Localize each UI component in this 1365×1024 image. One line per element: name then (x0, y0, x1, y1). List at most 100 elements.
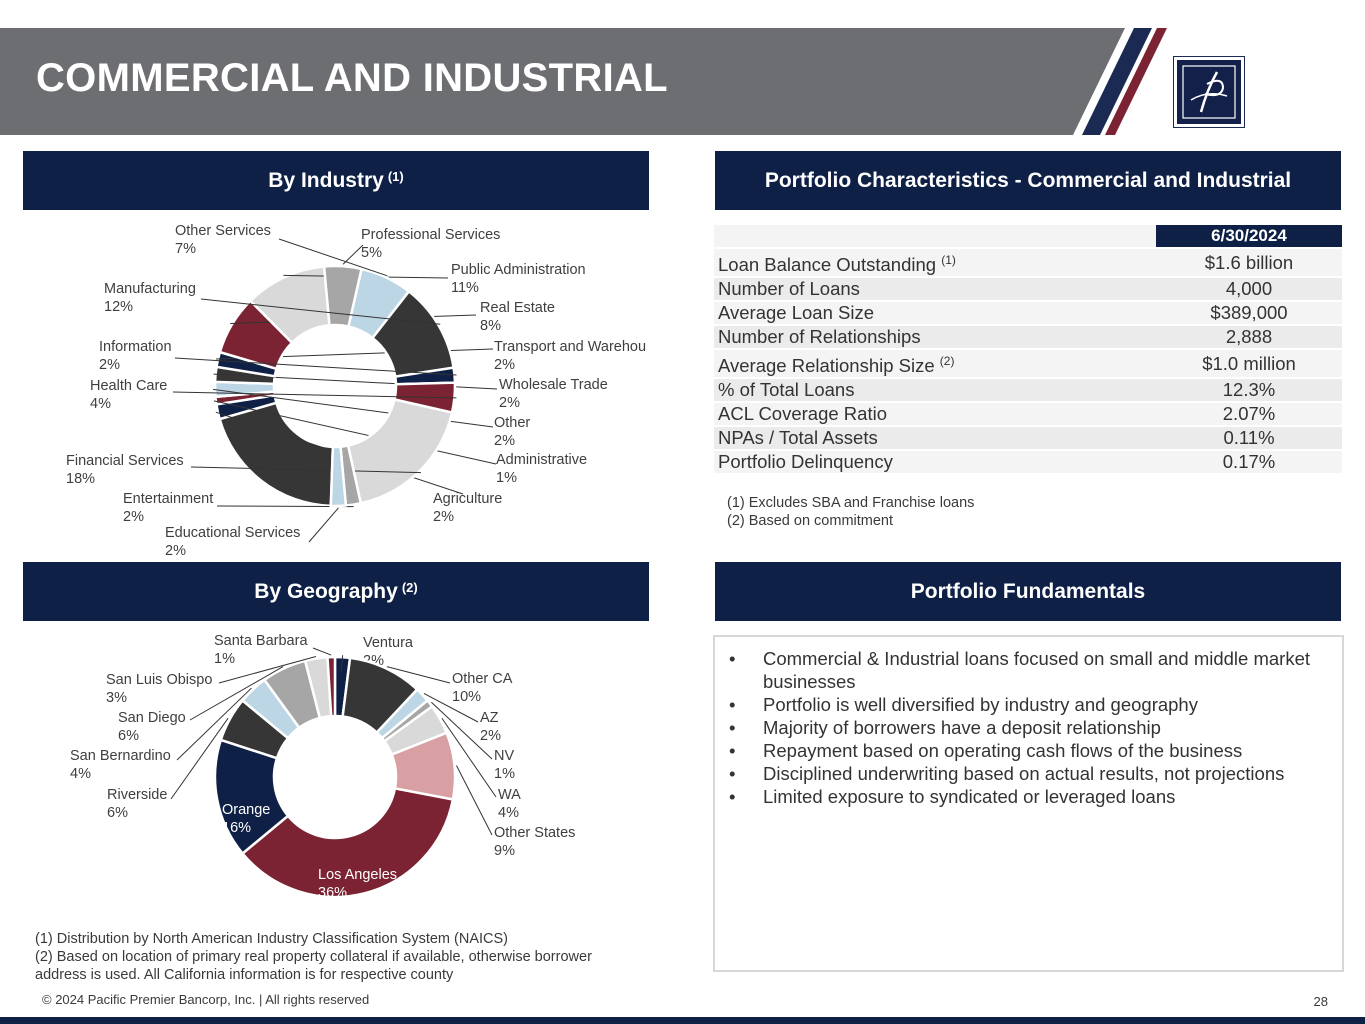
header-banner (0, 28, 1167, 135)
leader-line (190, 466, 421, 474)
donut-slice (240, 786, 455, 899)
table-row: Loan Balance Outstanding (1) $1.6 billion (714, 249, 1342, 277)
leader-line (218, 656, 317, 684)
row-label: Number of Relationships (718, 326, 921, 348)
date-header: 6/30/2024 (1156, 225, 1342, 247)
row-label-cell: Loan Balance Outstanding (1) (714, 249, 1156, 277)
fundamental-text: Limited exposure to syndicated or levera… (763, 786, 1176, 807)
slice-category-label: Other States (494, 825, 575, 841)
row-label: Average Loan Size (718, 302, 874, 324)
characteristics-notes: (1) Excludes SBA and Franchise loans (2)… (727, 494, 974, 530)
leader-line (174, 357, 457, 376)
slice-category-label: Other (494, 415, 530, 431)
row-label-cell: Portfolio Delinquency (714, 451, 1156, 474)
geography-panel-header: By Geography (2) (23, 562, 649, 621)
fundamental-text: Disciplined underwriting based on actual… (763, 763, 1285, 784)
list-item: • Portfolio is well diversified by indust… (715, 693, 1342, 716)
row-label-cell: NPAs / Total Assets (714, 427, 1156, 450)
leader-line (308, 507, 339, 543)
slice-category-label: WA (498, 787, 521, 803)
row-label: % of Total Loans (718, 379, 855, 401)
row-value: 0.17% (1156, 451, 1342, 474)
leader-line (172, 391, 457, 399)
slice-category-label: Ventura (363, 635, 414, 651)
slice-value-label: 16% (222, 820, 251, 836)
fundamental-text: Commercial & Industrial loans focused on… (763, 648, 1311, 692)
row-label-sup: (2) (939, 354, 955, 369)
leader-line (200, 298, 441, 325)
list-item: • Disciplined underwriting based on actua… (715, 762, 1342, 785)
slice-value-label: 9% (494, 843, 515, 859)
bullet-icon: • (729, 740, 736, 761)
slice-value-label: 6% (118, 728, 139, 744)
row-value: $1.6 billion (1156, 249, 1342, 277)
slice-category-label: Educational Services (165, 525, 300, 541)
industry-title-sup: (1) (387, 169, 404, 184)
slice-category-label: Administrative (496, 452, 587, 468)
leader-line (342, 244, 364, 265)
table-row: Average Relationship Size (2) $1.0 millio… (714, 350, 1342, 378)
slice-value-label: 5% (361, 245, 382, 261)
list-item: • Repayment based on operating cash flows… (715, 739, 1342, 762)
slice-value-label: 2% (165, 543, 186, 559)
page-number: 28 (1313, 994, 1328, 1009)
donut-slice (346, 398, 454, 505)
slice-value-label: 18% (66, 471, 95, 487)
slice-category-label: Orange (222, 802, 270, 818)
leader-line (431, 701, 493, 760)
table-row: NPAs / Total Assets 0.11% (714, 427, 1342, 450)
characteristics-table: 6/30/2024 Loan Balance Outstanding (1) $1… (714, 223, 1342, 475)
bullet-icon: • (729, 694, 736, 715)
table-row: % of Total Loans 12.3% (714, 379, 1342, 402)
slice-value-label: 1% (496, 470, 517, 486)
table-row: Number of Relationships 2,888 (714, 326, 1342, 349)
table-header-row: 6/30/2024 (714, 225, 1342, 247)
leader-line (312, 647, 332, 656)
fundamental-text: Majority of borrowers have a deposit rel… (763, 717, 1161, 738)
slice-category-label: Riverside (107, 787, 167, 803)
slice-value-label: 2% (99, 357, 120, 373)
leader-line (170, 717, 229, 800)
table-row: Portfolio Delinquency 0.17% (714, 451, 1342, 474)
bullet-icon: • (729, 786, 736, 807)
slice-value-label: 1% (214, 651, 235, 667)
row-label: Portfolio Delinquency (718, 451, 893, 473)
slice-category-label: San Diego (118, 710, 186, 726)
row-value: 2,888 (1156, 326, 1342, 349)
row-label-cell: ACL Coverage Ratio (714, 403, 1156, 426)
slice-category-label: San Luis Obispo (106, 672, 212, 688)
characteristics-note: (1) Excludes SBA and Franchise loans (727, 495, 975, 511)
bullet-icon: • (729, 717, 736, 738)
slice-category-label: Professional Services (361, 227, 500, 243)
characteristics-title: Portfolio Characteristics - Commercial a… (764, 168, 1292, 192)
fundamentals-box: • Commercial & Industrial loans focused o… (713, 635, 1344, 972)
leader-line (456, 765, 493, 836)
slice-category-label: Manufacturing (104, 281, 196, 297)
slice-value-label: 1% (494, 766, 515, 782)
leader-line (441, 717, 497, 798)
row-label-cell: Average Relationship Size (2) (714, 350, 1156, 378)
slice-value-label: 12% (104, 299, 133, 315)
row-label-cell: Average Loan Size (714, 302, 1156, 325)
slice-category-label: Information (99, 339, 172, 355)
slice-category-label: Los Angeles (318, 867, 397, 883)
geography-title: By Geography (254, 579, 398, 603)
leader-line (386, 666, 451, 684)
slice-category-label: Health Care (90, 378, 167, 394)
row-label: Number of Loans (718, 278, 860, 300)
page-title: COMMERCIAL AND INDUSTRIAL (36, 56, 668, 100)
slice-category-label: Entertainment (123, 491, 213, 507)
slice-value-label: 10% (452, 689, 481, 705)
row-label-sup: (1) (941, 253, 956, 267)
footnote: (1) Distribution by North American Indus… (35, 931, 509, 947)
geography-title-sup: (2) (401, 580, 418, 595)
row-label: Loan Balance Outstanding (718, 254, 937, 276)
footnotes: (1) Distribution by North American Indus… (35, 930, 635, 984)
row-value: $389,000 (1156, 302, 1342, 325)
fundamentals-title: Portfolio Fundamentals (910, 579, 1146, 603)
slice-value-label: 4% (90, 396, 111, 412)
bottom-bar (0, 1017, 1365, 1024)
slice-category-label: San Bernardino (70, 748, 171, 764)
leader-line (213, 400, 497, 465)
company-logo (1173, 56, 1245, 128)
